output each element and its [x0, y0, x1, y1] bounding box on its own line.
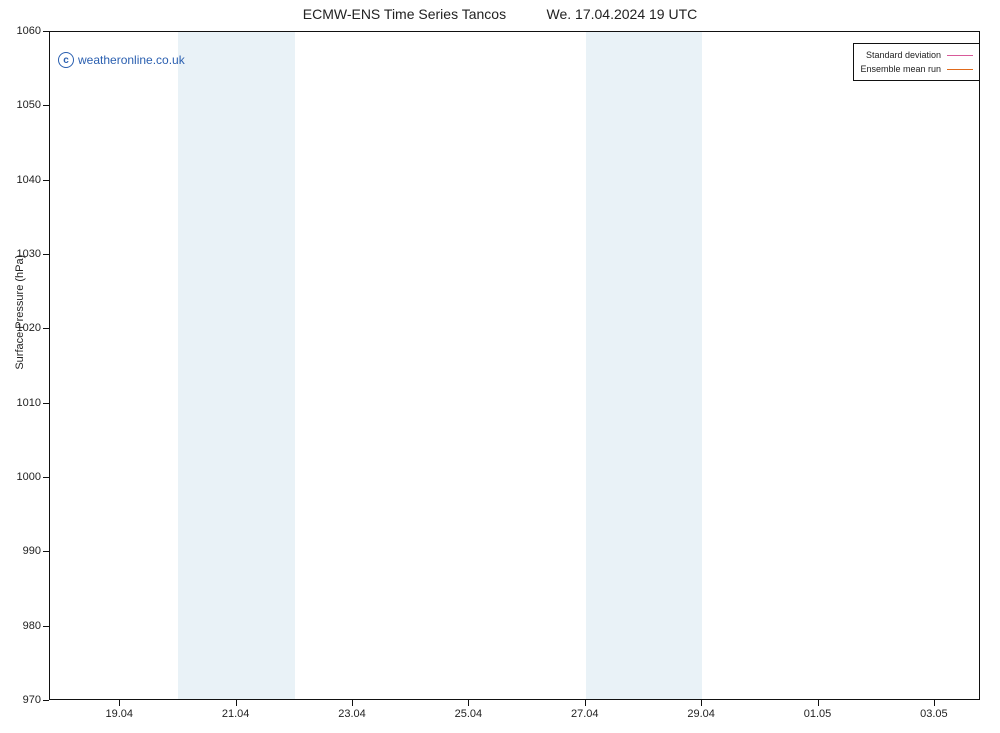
plot-area — [49, 31, 980, 700]
chart-title-right: We. 17.04.2024 19 UTC — [547, 6, 698, 22]
y-tick-label: 1030 — [0, 248, 41, 260]
x-tick-label: 27.04 — [571, 708, 599, 720]
chart-canvas: { "chart": { "type": "line", "title_left… — [0, 0, 1000, 733]
y-tick-label: 1010 — [0, 397, 41, 409]
x-tick-label: 23.04 — [338, 708, 366, 720]
y-tick-mark — [43, 477, 49, 478]
legend-item-label: Standard deviation — [866, 50, 941, 60]
y-tick-mark — [43, 31, 49, 32]
y-tick-mark — [43, 403, 49, 404]
legend-swatch — [947, 55, 973, 56]
x-tick-label: 29.04 — [687, 708, 715, 720]
y-tick-label: 990 — [0, 545, 41, 557]
legend: Standard deviation Ensemble mean run — [853, 43, 980, 81]
x-tick-mark — [585, 700, 586, 706]
x-tick-label: 03.05 — [920, 708, 948, 720]
copyright-icon: c — [58, 52, 74, 68]
weekend-band — [178, 32, 294, 699]
chart-title-row: ECMW-ENS Time Series Tancos We. 17.04.20… — [0, 6, 1000, 24]
x-tick-mark — [468, 700, 469, 706]
y-tick-label: 970 — [0, 694, 41, 706]
x-tick-mark — [352, 700, 353, 706]
legend-item: Ensemble mean run — [860, 62, 973, 76]
y-tick-mark — [43, 254, 49, 255]
y-tick-mark — [43, 700, 49, 701]
y-tick-mark — [43, 626, 49, 627]
x-tick-label: 25.04 — [455, 708, 483, 720]
y-tick-mark — [43, 105, 49, 106]
y-tick-label: 1060 — [0, 25, 41, 37]
attribution: c weatheronline.co.uk — [58, 52, 185, 68]
y-tick-label: 1040 — [0, 174, 41, 186]
x-tick-mark — [934, 700, 935, 706]
y-tick-mark — [43, 328, 49, 329]
y-tick-label: 980 — [0, 620, 41, 632]
y-tick-label: 1000 — [0, 471, 41, 483]
x-tick-label: 19.04 — [106, 708, 134, 720]
x-tick-mark — [701, 700, 702, 706]
x-tick-mark — [236, 700, 237, 706]
chart-title-left: ECMW-ENS Time Series Tancos — [303, 6, 506, 22]
attribution-text: weatheronline.co.uk — [78, 53, 185, 67]
x-tick-mark — [818, 700, 819, 706]
x-tick-label: 21.04 — [222, 708, 250, 720]
y-tick-mark — [43, 180, 49, 181]
x-tick-mark — [119, 700, 120, 706]
x-tick-label: 01.05 — [804, 708, 832, 720]
y-tick-label: 1050 — [0, 99, 41, 111]
legend-item-label: Ensemble mean run — [860, 64, 941, 74]
y-tick-label: 1020 — [0, 322, 41, 334]
legend-swatch — [947, 69, 973, 70]
y-tick-mark — [43, 551, 49, 552]
legend-item: Standard deviation — [860, 48, 973, 62]
weekend-band — [586, 32, 702, 699]
